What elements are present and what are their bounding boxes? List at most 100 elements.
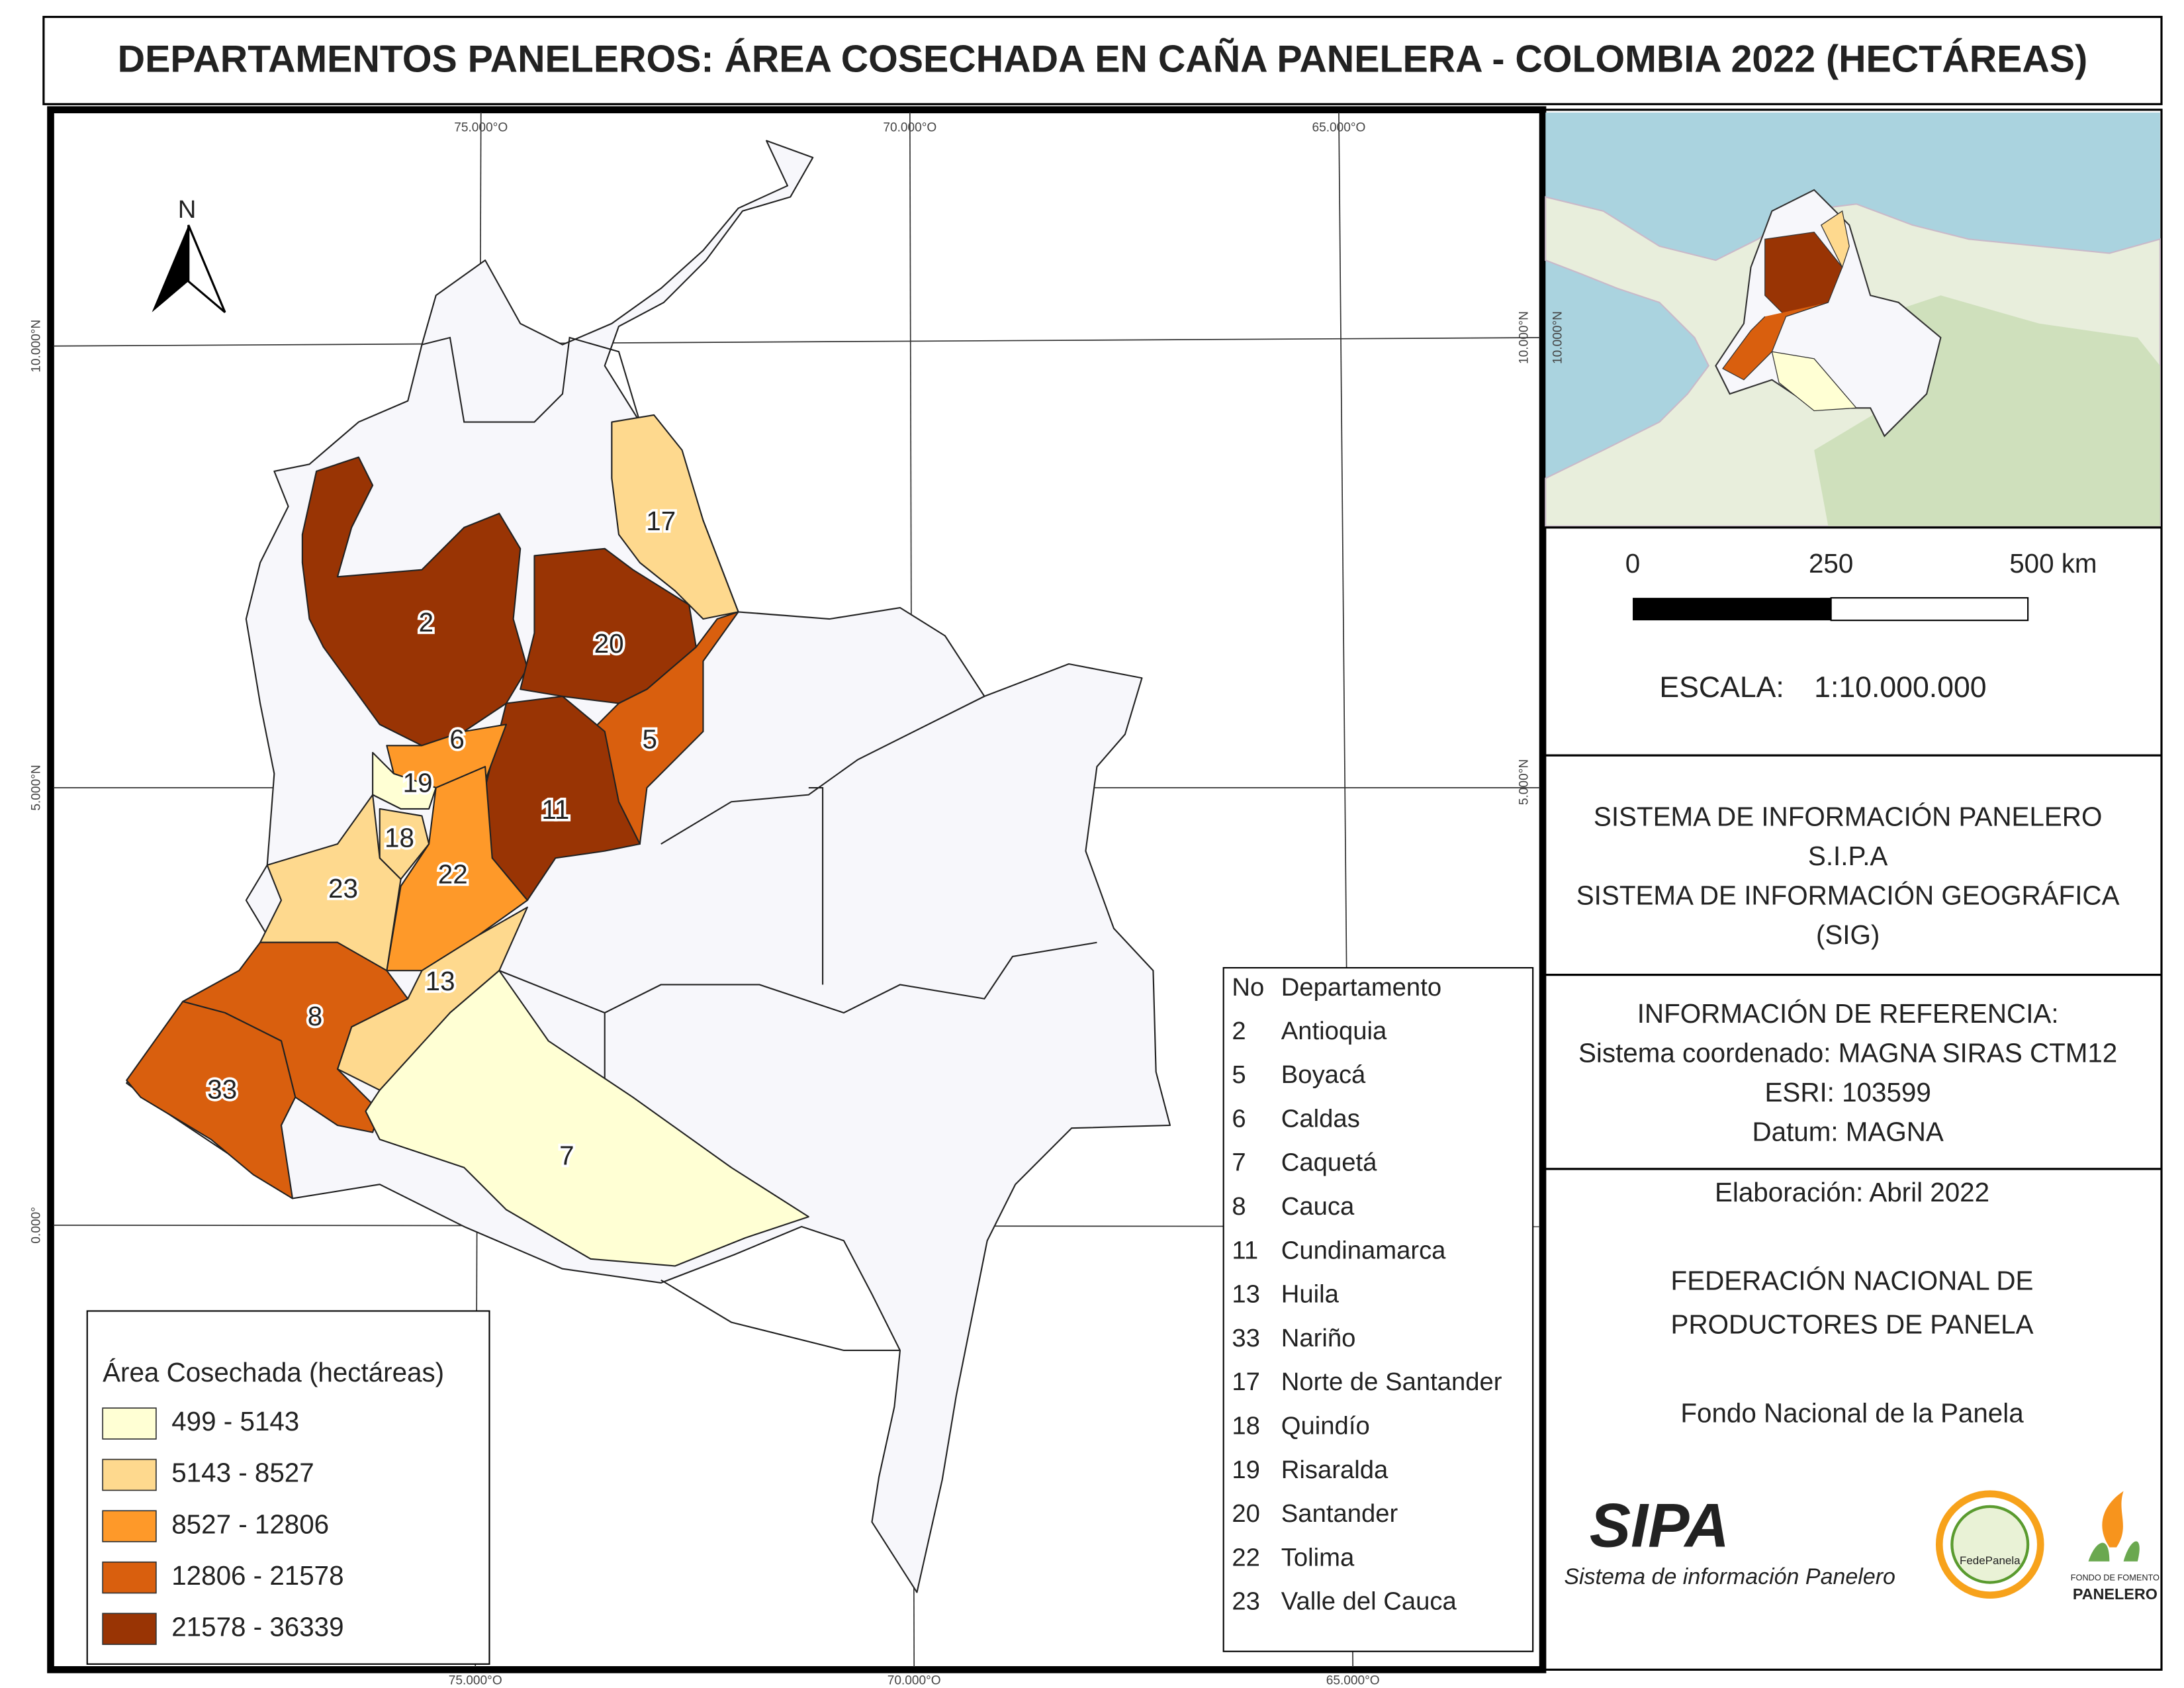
sipa-logo: SIPA [1590, 1491, 1729, 1560]
dept-label: 6 [449, 724, 464, 755]
table-cell: Boyacá [1281, 1060, 1366, 1089]
table-cell: Tolima [1281, 1543, 1355, 1571]
coord-label: 65.000°O [1312, 120, 1365, 134]
dept-label: 22 [438, 859, 468, 890]
dept-label: 17 [646, 506, 676, 536]
system-line: SISTEMA DE INFORMACIÓN PANELERO [1594, 801, 2102, 831]
fondo-text: FONDO DE FOMENTO [2071, 1573, 2160, 1583]
title-box [42, 15, 2163, 105]
scale-segment [1830, 597, 2029, 622]
parallel [53, 337, 1540, 347]
legend-swatch [102, 1613, 157, 1645]
internal-borders [422, 336, 1097, 1352]
side-frame [1541, 109, 2163, 1671]
scale-ratio: 1:10.000.000 [1814, 671, 1986, 704]
inset-dept [1820, 210, 1850, 269]
system-line: SISTEMA DE INFORMACIÓN GEOGRÁFICA [1576, 880, 2120, 910]
title: DEPARTAMENTOS PANELEROS: ÁREA COSECHADA … [118, 38, 2088, 81]
inset-map: 10.000°N [1545, 113, 2161, 527]
system-info: SISTEMA DE INFORMACIÓN PANELERO S.I.P.A … [1576, 801, 2120, 949]
system-line: S.I.P.A [1808, 841, 1888, 871]
logos: SIPA Sistema de información Panelero Fed… [1564, 1490, 2160, 1603]
coordinates: 75.000°O 70.000°O 65.000°O 75.000°O 70.0… [29, 120, 1531, 1687]
scale-bar: 0 250 500 km ESCALA: 1:10.000.000 [1625, 548, 2097, 704]
dept-quindio [379, 808, 430, 880]
table-cell: Santander [1281, 1499, 1398, 1528]
table-cell: 20 [1232, 1499, 1260, 1528]
coord-label: 65.000°O [1326, 1673, 1380, 1687]
table-cell: Caldas [1281, 1104, 1360, 1133]
system-line: (SIG) [1816, 919, 1880, 950]
reference-line: Datum: MAGNA [1752, 1116, 1943, 1147]
scale-label: 250 [1809, 548, 1853, 579]
country-outline [126, 140, 1171, 1593]
table-cell: 18 [1232, 1412, 1260, 1440]
table-cell: Huila [1281, 1280, 1340, 1309]
legend-label: 8527 - 12806 [171, 1509, 329, 1539]
dept-label: 5 [642, 724, 657, 755]
table-cell: Caquetá [1281, 1149, 1377, 1177]
coord-label: 10.000°N [1517, 311, 1531, 364]
table-cell: 19 [1232, 1456, 1260, 1484]
reference-line: Sistema coordenado: MAGNA SIRAS CTM12 [1578, 1037, 2117, 1068]
dept-norte-santander [611, 414, 739, 620]
coord-label: 75.000°O [454, 120, 508, 134]
table-cell: 33 [1232, 1324, 1260, 1352]
dept-label: 11 [541, 794, 569, 825]
federation: PRODUCTORES DE PANELA [1671, 1309, 2034, 1340]
dept-label: 33 [207, 1074, 237, 1105]
dept-label: 23 [328, 873, 358, 904]
table-cell: Cundinamarca [1281, 1236, 1446, 1264]
federation: FEDERACIÓN NACIONAL DE [1671, 1266, 2034, 1296]
coord-label: 75.000°O [449, 1673, 502, 1687]
coord-label: 70.000°O [883, 120, 936, 134]
dept-label: 20 [594, 628, 624, 659]
coord-label: 10.000°N [29, 320, 43, 373]
dept-caqueta [365, 970, 809, 1267]
legend-swatch [102, 1407, 157, 1440]
table-cell: Valle del Cauca [1281, 1587, 1457, 1616]
table-cell: Quindío [1281, 1412, 1370, 1440]
coord-label: 5.000°N [29, 765, 43, 810]
table-cell: Antioquia [1281, 1017, 1387, 1045]
table-cell: 23 [1232, 1587, 1260, 1616]
north-label: N [178, 195, 197, 224]
reference-info: INFORMACIÓN DE REFERENCIA: Sistema coord… [1578, 998, 2117, 1147]
legend-swatch [102, 1510, 157, 1542]
table-cell: 17 [1232, 1368, 1260, 1396]
departments [126, 414, 809, 1267]
dept-label: 19 [403, 767, 433, 798]
fedepanela-text: FedePanela [1960, 1554, 2021, 1567]
coord-label: 5.000°N [1517, 759, 1531, 805]
arrow-right [187, 224, 226, 313]
table-cell: 13 [1232, 1280, 1260, 1309]
dept-antioquia [301, 456, 528, 747]
colombia-base [126, 140, 1171, 1593]
legend-swatch [102, 1561, 157, 1594]
legend-swatch [102, 1458, 157, 1491]
table-cell: 8 [1232, 1192, 1246, 1221]
reference-line: ESRI: 103599 [1764, 1077, 1931, 1107]
table-header: Departamento [1281, 973, 1441, 1002]
table-cell: 22 [1232, 1543, 1260, 1571]
sipa-tagline: Sistema de información Panelero [1564, 1564, 1895, 1589]
dept-label: 7 [559, 1141, 574, 1171]
dept-label: 2 [419, 607, 433, 637]
dept-label: 13 [426, 966, 455, 996]
scale-title: ESCALA: [1659, 671, 1784, 704]
legend-label: 5143 - 8527 [171, 1458, 314, 1488]
coord-label: 70.000°O [887, 1673, 941, 1687]
scale-label: 0 [1625, 548, 1640, 579]
coord-label: 0.000° [29, 1207, 43, 1243]
fondo-text: PANELERO [2073, 1585, 2158, 1603]
table-cell: 7 [1232, 1149, 1246, 1177]
department-labels: 17 2 20 6 5 19 11 18 22 23 13 8 33 7 [205, 503, 678, 1173]
fondo-flame [2102, 1491, 2124, 1548]
legend-label: 12806 - 21578 [171, 1560, 343, 1591]
table-cell: Norte de Santander [1281, 1368, 1502, 1396]
fondo-leaves [2088, 1541, 2140, 1562]
table-cell: Nariño [1281, 1324, 1356, 1352]
table-cell: 2 [1232, 1017, 1246, 1045]
